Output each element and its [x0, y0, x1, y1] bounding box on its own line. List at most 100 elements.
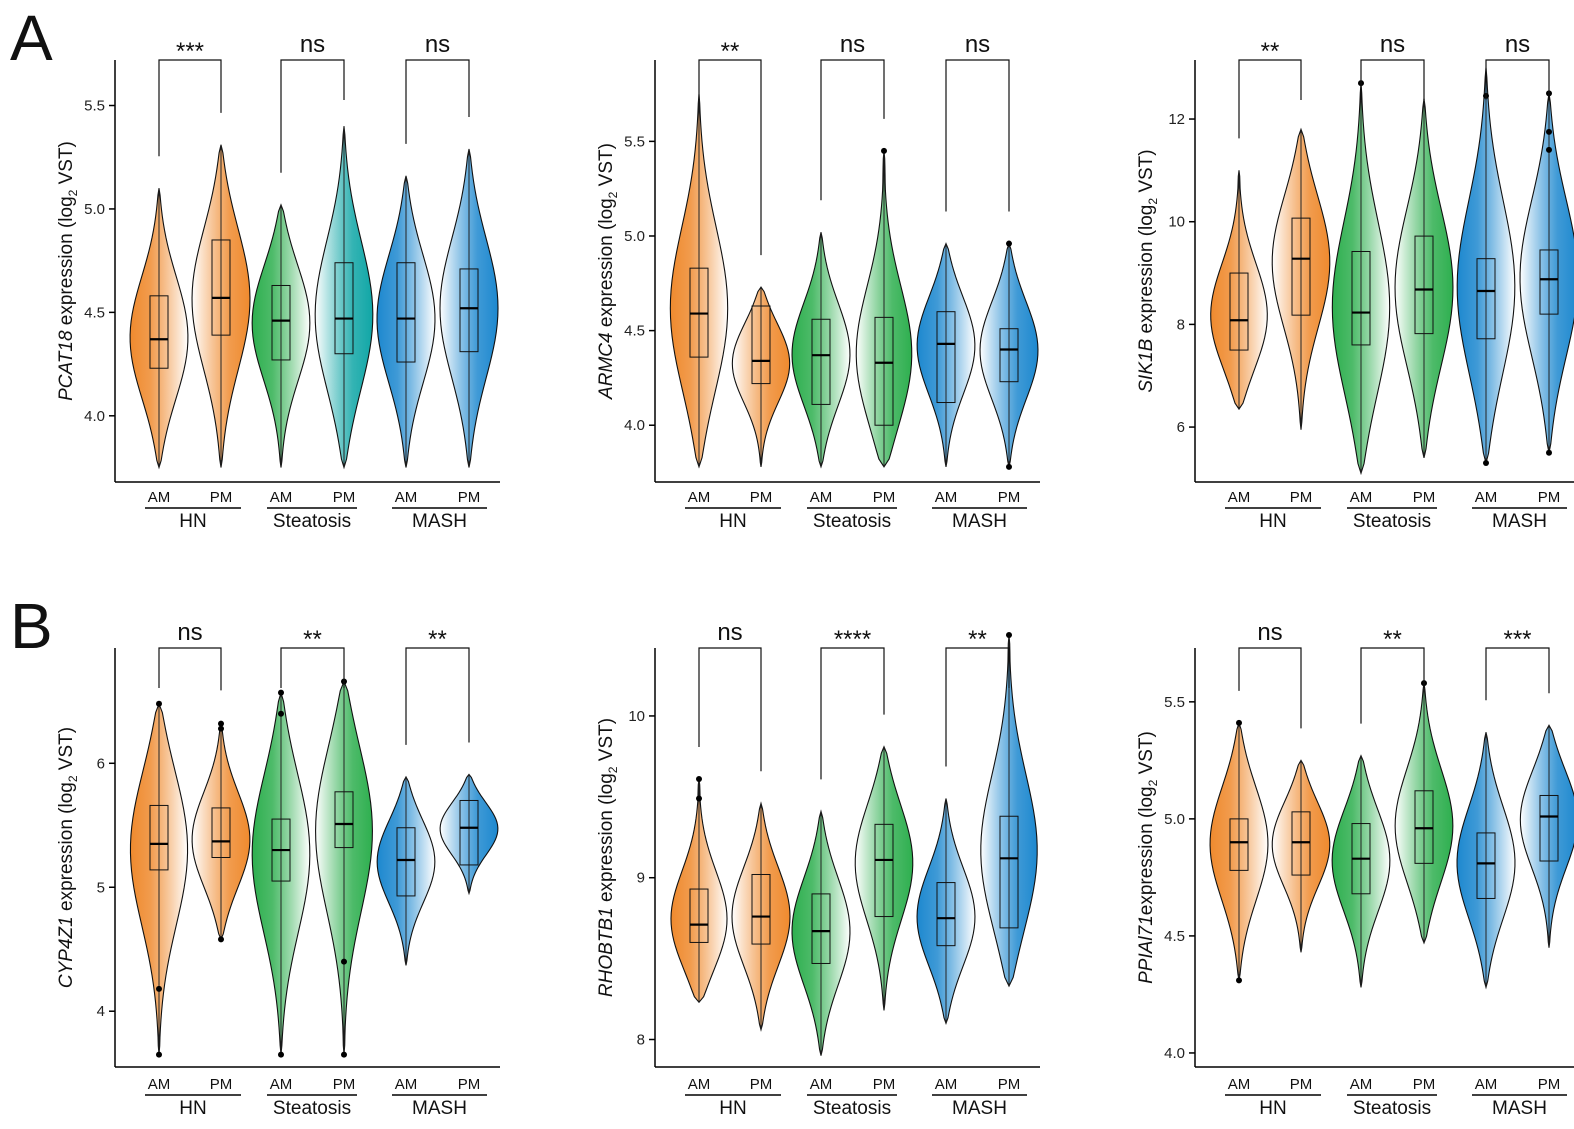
- significance-bracket: [820, 59, 885, 201]
- chart-panel-3: 6 8 10 12 SIK1B expression (log2 VST) AM PM AM P…: [1136, 31, 1574, 532]
- significance-bracket: [1238, 647, 1302, 729]
- outlier-point: [1006, 632, 1012, 639]
- x-tick-label: PM: [1538, 489, 1561, 506]
- x-tick-label: AM: [270, 1076, 293, 1093]
- y-tick-label: 5.0: [1164, 811, 1185, 828]
- box: [271, 284, 291, 361]
- significance-label: ns: [1505, 31, 1530, 58]
- y-axis-label: PCAT18 expression (log2 VST): [56, 141, 80, 401]
- outlier-point: [278, 689, 284, 696]
- y-tick-label: 4: [97, 1003, 105, 1020]
- x-tick-label: PM: [1413, 489, 1436, 506]
- significance-bracket: [945, 647, 1010, 767]
- box: [1229, 272, 1249, 351]
- outlier-point: [696, 776, 702, 783]
- y-axis-label: ARMC4 expression (log2 VST): [596, 143, 620, 400]
- significance-bracket: [698, 59, 762, 256]
- x-tick-label: AM: [1350, 1076, 1373, 1093]
- significance-bracket: [158, 647, 222, 691]
- x-tick-label: AM: [935, 1076, 958, 1093]
- group-label: MASH: [1492, 511, 1547, 532]
- x-tick-label: AM: [688, 489, 711, 506]
- box: [334, 791, 354, 849]
- box: [1291, 217, 1311, 316]
- y-tick-label: 4.0: [1164, 1045, 1185, 1062]
- outlier-point: [156, 1051, 162, 1058]
- box: [334, 262, 354, 355]
- box: [751, 873, 771, 945]
- group-label: Steatosis: [813, 511, 891, 532]
- box: [874, 823, 894, 918]
- box: [459, 799, 479, 866]
- panel-label-b: B: [10, 590, 53, 662]
- outlier-point: [156, 700, 162, 707]
- y-axis-label: CYP4Z1 expression (log2 VST): [56, 727, 80, 988]
- x-tick-label: PM: [750, 489, 773, 506]
- outlier-point: [1483, 460, 1489, 467]
- box: [1539, 249, 1559, 315]
- significance-label: ***: [1503, 626, 1531, 653]
- x-tick-label: PM: [873, 1076, 896, 1093]
- significance-label: ns: [177, 619, 202, 646]
- x-tick-label: PM: [210, 489, 233, 506]
- y-tick-label: 10: [1168, 214, 1185, 231]
- significance-bracket: [945, 59, 1010, 212]
- outlier-point: [696, 795, 702, 802]
- box: [396, 827, 416, 897]
- x-tick-label: AM: [688, 1076, 711, 1093]
- group-label: HN: [179, 1098, 206, 1119]
- significance-label: **: [303, 626, 322, 653]
- box: [874, 316, 894, 426]
- significance-bracket: [405, 59, 470, 144]
- significance-label: **: [721, 38, 740, 65]
- box: [936, 882, 956, 947]
- x-tick-label: AM: [935, 489, 958, 506]
- y-tick-label: 6: [1177, 419, 1185, 436]
- box: [689, 888, 709, 943]
- group-label: Steatosis: [1353, 511, 1431, 532]
- significance-label: ****: [834, 626, 871, 653]
- box: [1414, 790, 1434, 864]
- violin-mash-pm: [1519, 93, 1574, 453]
- significance-bracket: [405, 647, 470, 745]
- outlier-point: [1006, 463, 1012, 470]
- box: [936, 311, 956, 404]
- group-label: MASH: [1492, 1098, 1547, 1119]
- outlier-point: [341, 1051, 347, 1058]
- significance-bracket: [1485, 647, 1550, 701]
- box: [811, 318, 831, 405]
- x-tick-label: AM: [395, 489, 418, 506]
- x-tick-label: PM: [210, 1076, 233, 1093]
- outlier-point: [1006, 240, 1012, 247]
- x-tick-label: AM: [148, 489, 171, 506]
- y-tick-label: 12: [1168, 111, 1185, 128]
- box: [211, 239, 231, 336]
- y-tick-label: 5.5: [624, 133, 645, 150]
- significance-bracket: [1360, 647, 1425, 724]
- y-tick-label: 4.0: [84, 408, 105, 425]
- x-tick-label: PM: [873, 489, 896, 506]
- y-tick-label: 8: [1177, 316, 1185, 333]
- box: [1476, 258, 1496, 340]
- x-tick-label: PM: [458, 1076, 481, 1093]
- y-tick-label: 9: [637, 870, 645, 887]
- x-tick-label: AM: [148, 1076, 171, 1093]
- box: [751, 305, 771, 385]
- violin-mash-pm: [1519, 724, 1574, 948]
- x-tick-label: PM: [333, 489, 356, 506]
- chart-panel-5: 8 9 10 RHOBTB1 expression (log2 VST) AM PM AM P…: [596, 619, 1040, 1119]
- significance-label: **: [1261, 38, 1280, 65]
- y-axis-label: PPIAl71expression (log2 VST): [1136, 731, 1160, 984]
- group-label: MASH: [412, 1098, 467, 1119]
- significance-label: **: [428, 626, 447, 653]
- outlier-point: [881, 147, 887, 154]
- box: [1539, 794, 1559, 862]
- outlier-point: [1236, 719, 1242, 726]
- outlier-point: [1546, 146, 1552, 153]
- x-tick-label: PM: [998, 489, 1021, 506]
- outlier-point: [1546, 449, 1552, 456]
- chart-panel-6: 4.0 4.5 5.0 5.5 PPIAl71expression (log2 VST)…: [1136, 619, 1574, 1119]
- y-tick-label: 10: [628, 708, 645, 725]
- group-label: Steatosis: [273, 511, 351, 532]
